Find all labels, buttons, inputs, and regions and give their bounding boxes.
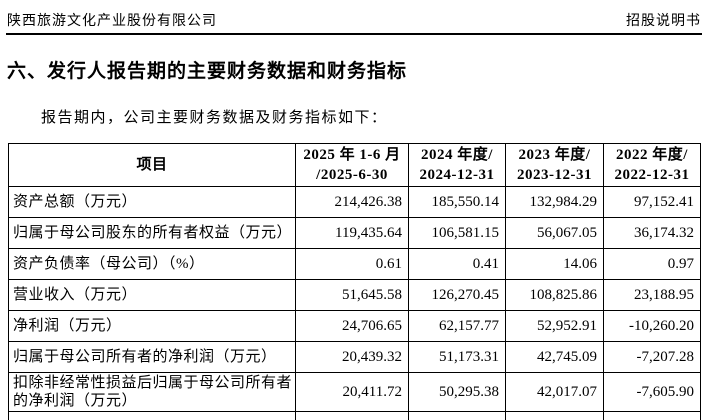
cell-value: 56,067.05: [505, 217, 604, 249]
table-row-net-profit: 净利润（万元） 24,706.65 62,157.77 52,952.91 -1…: [8, 310, 701, 342]
cell-value: 126,270.45: [408, 279, 506, 311]
column-header-2024: 2024 年度/ 2024-12-31: [408, 143, 506, 187]
period-line2: 2024-12-31: [419, 167, 495, 183]
financial-data-table: 项目 2025 年 1-6 月 /2025-6-30 2024 年度/ 2024…: [8, 143, 701, 420]
cell-value: 108,825.86: [505, 279, 604, 311]
section-heading: 六、发行人报告期的主要财务数据和财务指标: [7, 61, 408, 82]
cell-value: -7,207.28: [603, 341, 701, 373]
period-line1: 2025 年 1-6 月: [303, 147, 401, 163]
table-row-clipped: [8, 411, 701, 420]
column-header-item: 项目: [8, 143, 296, 187]
period-line1: 2023 年度/: [518, 147, 591, 163]
intro-paragraph: 报告期内，公司主要财务数据及财务指标如下：: [41, 110, 388, 126]
company-name: 陕西旅游文化产业股份有限公司: [7, 14, 217, 29]
cell-value: 24,706.65: [295, 310, 409, 342]
cell-value: -10,260.20: [603, 310, 701, 342]
cell-value: 23,188.95: [603, 279, 701, 311]
page-header: 陕西旅游文化产业股份有限公司 招股说明书: [6, 0, 702, 35]
cell-value: 51,173.31: [408, 341, 506, 373]
period-line1: 2024 年度/: [421, 147, 493, 163]
row-label: 资产总额（万元）: [8, 186, 296, 218]
period-line2: 2022-12-31: [614, 167, 690, 183]
cell-value: 119,435.64: [295, 217, 409, 249]
cell-value: -7,605.90: [603, 372, 701, 412]
row-label: 归属于母公司所有者的净利润（万元）: [8, 341, 296, 373]
row-label: 净利润（万元）: [8, 310, 296, 342]
column-header-2025: 2025 年 1-6 月 /2025-6-30: [295, 143, 409, 187]
row-label: 营业收入（万元）: [8, 279, 296, 311]
period-line2: 2023-12-31: [517, 167, 592, 183]
cell-value: [295, 411, 409, 420]
row-label: 资产负债率（母公司）（%）: [8, 248, 296, 280]
table-row-debt-ratio: 资产负债率（母公司）（%） 0.61 0.41 14.06 0.97: [8, 248, 701, 280]
cell-value: 50,295.38: [408, 372, 506, 412]
cell-value: [505, 411, 604, 420]
cell-value: [408, 411, 506, 420]
doc-type-label: 招股说明书: [626, 14, 701, 29]
cell-value: 97,152.41: [603, 186, 701, 218]
row-label: 归属于母公司股东的所有者权益（万元）: [8, 217, 296, 249]
cell-value: 36,174.32: [603, 217, 701, 249]
cell-value: [603, 411, 701, 420]
table-row-deducted-net-profit: 扣除非经常性损益后归属于母公司所有者的净利润（万元） 20,411.72 50,…: [8, 372, 701, 412]
table-row-revenue: 营业收入（万元） 51,645.58 126,270.45 108,825.86…: [8, 279, 701, 311]
cell-value: 106,581.15: [408, 217, 506, 249]
cell-value: 51,645.58: [295, 279, 409, 311]
row-label: 扣除非经常性损益后归属于母公司所有者的净利润（万元）: [8, 372, 296, 412]
cell-value: 0.61: [295, 248, 409, 280]
cell-value: 185,550.14: [408, 186, 506, 218]
period-line1: 2022 年度/: [616, 147, 688, 163]
table-row-parent-equity: 归属于母公司股东的所有者权益（万元） 119,435.64 106,581.15…: [8, 217, 701, 249]
table-row-parent-net-profit: 归属于母公司所有者的净利润（万元） 20,439.32 51,173.31 42…: [8, 341, 701, 373]
column-header-2022: 2022 年度/ 2022-12-31: [603, 143, 701, 187]
period-line2: /2025-6-30: [316, 167, 388, 183]
table-header-row: 项目 2025 年 1-6 月 /2025-6-30 2024 年度/ 2024…: [8, 143, 701, 187]
cell-value: 0.41: [408, 248, 506, 280]
cell-value: 62,157.77: [408, 310, 506, 342]
cell-value: 14.06: [505, 248, 604, 280]
column-header-2023: 2023 年度/ 2023-12-31: [505, 143, 604, 187]
cell-value: 42,745.09: [505, 341, 604, 373]
row-label: [8, 411, 296, 420]
cell-value: 42,017.07: [505, 372, 604, 412]
cell-value: 132,984.29: [505, 186, 604, 218]
cell-value: 20,411.72: [295, 372, 409, 412]
cell-value: 20,439.32: [295, 341, 409, 373]
cell-value: 52,952.91: [505, 310, 604, 342]
cell-value: 0.97: [603, 248, 701, 280]
table-row-total-assets: 资产总额（万元） 214,426.38 185,550.14 132,984.2…: [8, 186, 701, 218]
cell-value: 214,426.38: [295, 186, 409, 218]
